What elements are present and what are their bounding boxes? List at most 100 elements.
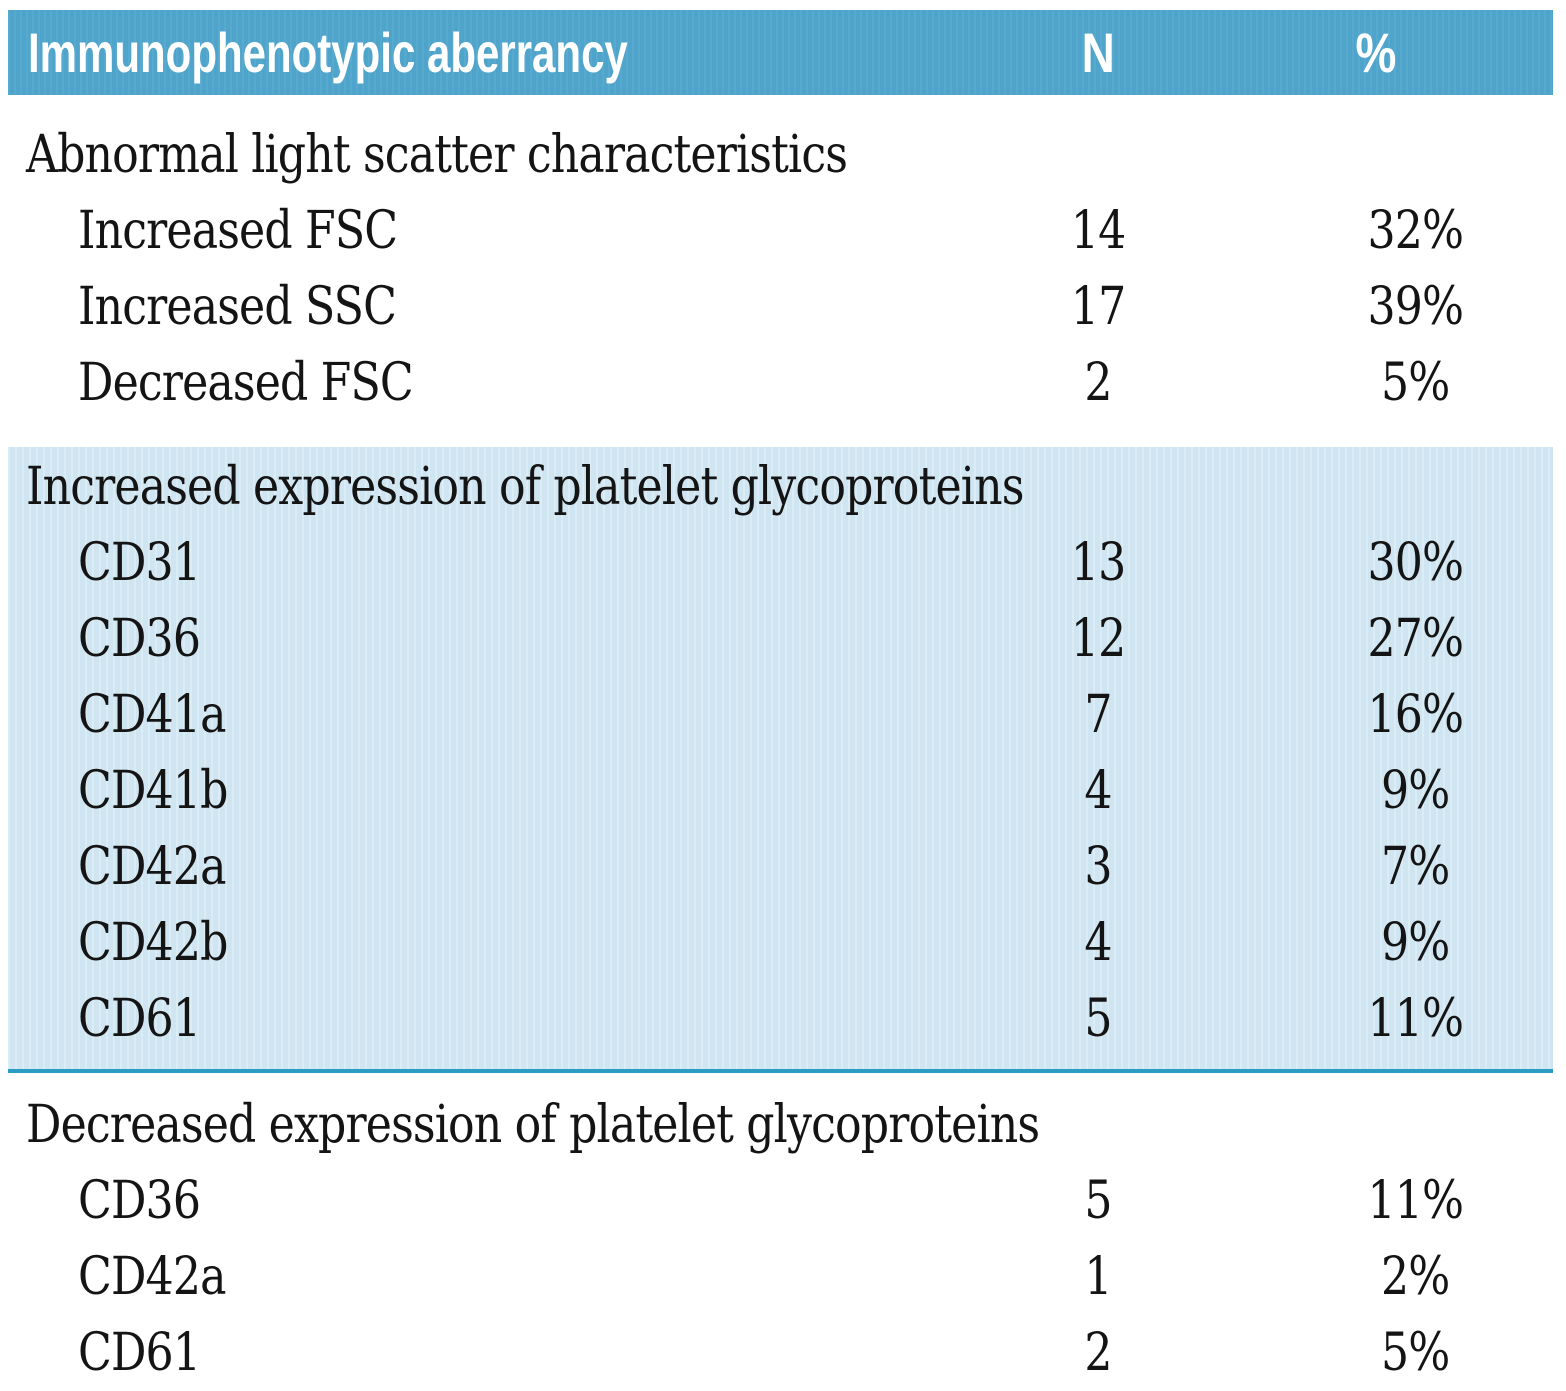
row-pct-cell: 30%: [1198, 531, 1553, 607]
section-header-label: Decreased expression of platelet glycopr…: [26, 1095, 1040, 1155]
row-label: Decreased FSC: [78, 353, 414, 413]
row-label: CD31: [78, 533, 201, 593]
row-n-cell: 1: [998, 1245, 1198, 1321]
row-pct-value: 9%: [1381, 761, 1450, 821]
row-n-value: 3: [1084, 837, 1112, 897]
row-n-value: 2: [1084, 353, 1112, 413]
column-header-pct: %: [1355, 21, 1396, 84]
row-pct-value: 11%: [1367, 1171, 1465, 1231]
row-n-value: 13: [1070, 533, 1126, 593]
row-label: CD36: [78, 609, 201, 669]
section-header: Decreased expression of platelet glycopr…: [8, 1093, 1553, 1169]
table-header-row: Immunophenotypic aberrancy N %: [8, 10, 1553, 95]
row-n-value: 5: [1084, 1171, 1112, 1231]
row-label: CD41b: [78, 761, 228, 821]
section-header: Increased expression of platelet glycopr…: [8, 455, 1553, 531]
table-section: Abnormal light scatter characteristics In…: [8, 95, 1553, 447]
row-n-cell: 3: [998, 835, 1198, 911]
table-row: Decreased FSC 2 5%: [8, 351, 1553, 427]
row-label: Increased FSC: [78, 201, 398, 261]
row-pct-cell: 2%: [1198, 1245, 1553, 1321]
row-label: Increased SSC: [78, 277, 397, 337]
row-n-cell: 4: [998, 759, 1198, 835]
row-label-cell: Decreased FSC: [8, 351, 998, 427]
row-n-value: 4: [1084, 761, 1112, 821]
row-n-cell: 12: [998, 607, 1198, 683]
row-pct-cell: 39%: [1198, 275, 1553, 351]
row-n-value: 12: [1070, 609, 1126, 669]
row-n-cell: 2: [998, 1321, 1198, 1391]
row-pct-value: 27%: [1367, 609, 1465, 669]
table-body: Abnormal light scatter characteristics In…: [8, 95, 1553, 1391]
row-pct-value: 2%: [1381, 1247, 1450, 1307]
row-pct-value: 11%: [1367, 989, 1465, 1049]
table-row: CD42b 4 9%: [8, 911, 1553, 987]
row-n-cell: 4: [998, 911, 1198, 987]
row-label-cell: Increased FSC: [8, 199, 998, 275]
table-row: CD41b 4 9%: [8, 759, 1553, 835]
section-header-label: Abnormal light scatter characteristics: [26, 125, 848, 185]
row-label-cell: CD61: [8, 1321, 998, 1391]
table-row: Increased FSC 14 32%: [8, 199, 1553, 275]
row-label-cell: CD31: [8, 531, 998, 607]
row-pct-cell: 9%: [1198, 911, 1553, 987]
row-n-cell: 7: [998, 683, 1198, 759]
row-label-cell: CD36: [8, 607, 998, 683]
table-row: CD31 13 30%: [8, 531, 1553, 607]
row-pct-cell: 16%: [1198, 683, 1553, 759]
section-header-label: Increased expression of platelet glycopr…: [26, 457, 1024, 517]
row-pct-value: 5%: [1381, 1323, 1450, 1383]
table-title-cell: Immunophenotypic aberrancy: [8, 20, 998, 85]
table-section: Increased expression of platelet glycopr…: [8, 447, 1553, 1073]
row-label: CD61: [78, 989, 201, 1049]
section-header: Abnormal light scatter characteristics: [8, 123, 1553, 199]
row-pct-cell: 27%: [1198, 607, 1553, 683]
row-pct-cell: 5%: [1198, 351, 1553, 427]
row-n-value: 17: [1070, 277, 1126, 337]
table-row: CD41a 7 16%: [8, 683, 1553, 759]
row-pct-value: 16%: [1367, 685, 1465, 745]
row-pct-value: 32%: [1367, 201, 1465, 261]
table-row: CD42a 1 2%: [8, 1245, 1553, 1321]
row-label-cell: CD41a: [8, 683, 998, 759]
row-label: CD36: [78, 1171, 201, 1231]
row-label-cell: CD36: [8, 1169, 998, 1245]
row-pct-cell: 5%: [1198, 1321, 1553, 1391]
row-pct-value: 9%: [1381, 913, 1450, 973]
table-row: Increased SSC 17 39%: [8, 275, 1553, 351]
row-label-cell: CD42b: [8, 911, 998, 987]
row-n-value: 14: [1070, 201, 1126, 261]
column-header-pct-cell: %: [1198, 20, 1553, 85]
row-n-value: 2: [1084, 1323, 1112, 1383]
row-pct-cell: 32%: [1198, 199, 1553, 275]
column-header-n: N: [1081, 21, 1115, 84]
row-pct-value: 39%: [1367, 277, 1465, 337]
column-header-n-cell: N: [998, 20, 1198, 85]
table-row: CD61 5 11%: [8, 987, 1553, 1063]
row-pct-value: 7%: [1381, 837, 1450, 897]
row-n-cell: 17: [998, 275, 1198, 351]
row-label: CD61: [78, 1323, 201, 1383]
row-label: CD41a: [78, 685, 226, 745]
row-label-cell: CD42a: [8, 1245, 998, 1321]
row-label-cell: CD41b: [8, 759, 998, 835]
row-n-value: 5: [1084, 989, 1112, 1049]
row-pct-cell: 9%: [1198, 759, 1553, 835]
row-n-cell: 14: [998, 199, 1198, 275]
table-title: Immunophenotypic aberrancy: [28, 21, 628, 84]
row-n-cell: 5: [998, 987, 1198, 1063]
row-pct-value: 5%: [1381, 353, 1450, 413]
row-n-cell: 13: [998, 531, 1198, 607]
row-pct-value: 30%: [1367, 533, 1465, 593]
row-n-cell: 2: [998, 351, 1198, 427]
row-pct-cell: 11%: [1198, 1169, 1553, 1245]
table-row: CD36 12 27%: [8, 607, 1553, 683]
table-section: Decreased expression of platelet glycopr…: [8, 1073, 1553, 1391]
row-label: CD42b: [78, 913, 228, 973]
row-n-cell: 5: [998, 1169, 1198, 1245]
row-label-cell: Increased SSC: [8, 275, 998, 351]
row-pct-cell: 11%: [1198, 987, 1553, 1063]
table-row: CD42a 3 7%: [8, 835, 1553, 911]
row-n-value: 4: [1084, 913, 1112, 973]
